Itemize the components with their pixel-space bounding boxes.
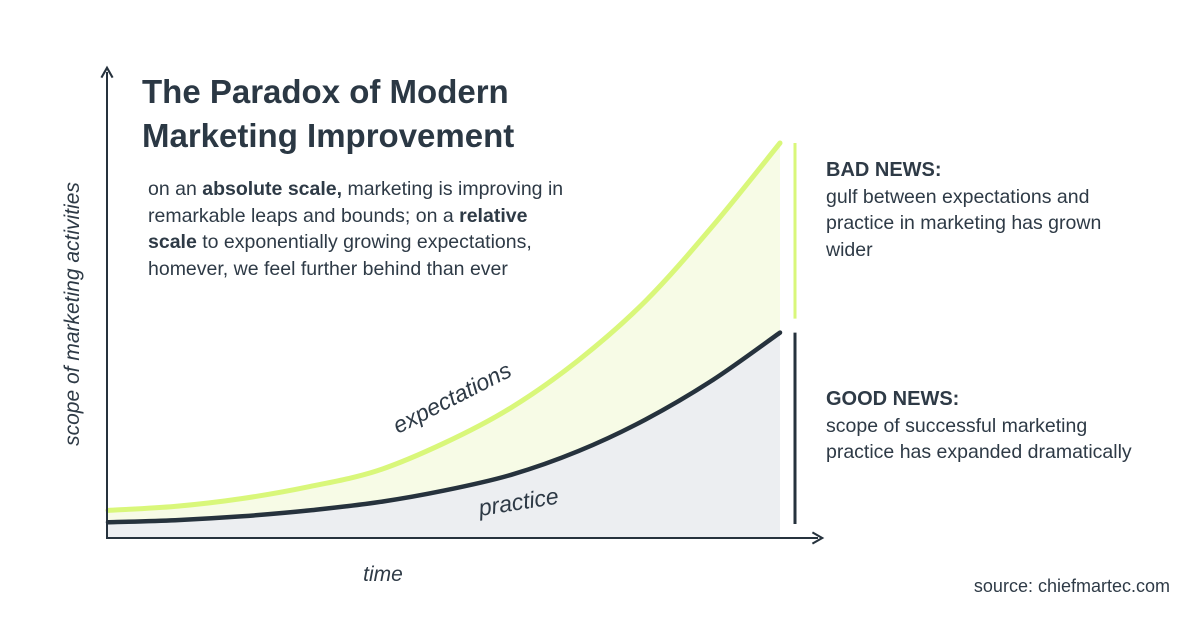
practice-curve bbox=[105, 330, 783, 525]
good-news-text: scope of successful marketing practice h… bbox=[826, 414, 1132, 464]
description-bold-1: absolute scale, bbox=[202, 178, 343, 200]
title-line-2: Marketing Improvement bbox=[142, 117, 515, 154]
x-axis-label: time bbox=[363, 563, 403, 586]
y-axis-label: scope of marketing activities bbox=[61, 182, 84, 446]
description: on an absolute scale, marketing is impro… bbox=[148, 176, 568, 282]
practice-area bbox=[108, 332, 780, 538]
description-text-3: to exponentially growing expectations, h… bbox=[148, 231, 532, 280]
expectations-curve bbox=[105, 140, 783, 513]
good-news-annotation: GOOD NEWS: scope of successful marketing… bbox=[826, 386, 1146, 466]
title-line-1: The Paradox of Modern bbox=[142, 73, 509, 110]
description-bold-2: relative scale bbox=[148, 204, 528, 254]
bad-news-heading: BAD NEWS: bbox=[826, 159, 942, 181]
description-text-1: on an bbox=[148, 178, 203, 200]
description-text-2: marketing is improving in remarkable lea… bbox=[148, 178, 564, 227]
page-title: The Paradox of Modern Marketing Improvem… bbox=[142, 70, 602, 158]
source-credit: source: chiefmartec.com bbox=[973, 576, 1170, 596]
bad-news-annotation: BAD NEWS: gulf between expectations and … bbox=[826, 157, 1146, 263]
bad-news-text: gulf between expectations and practice i… bbox=[826, 185, 1102, 261]
good-news-heading: GOOD NEWS: bbox=[826, 388, 960, 410]
